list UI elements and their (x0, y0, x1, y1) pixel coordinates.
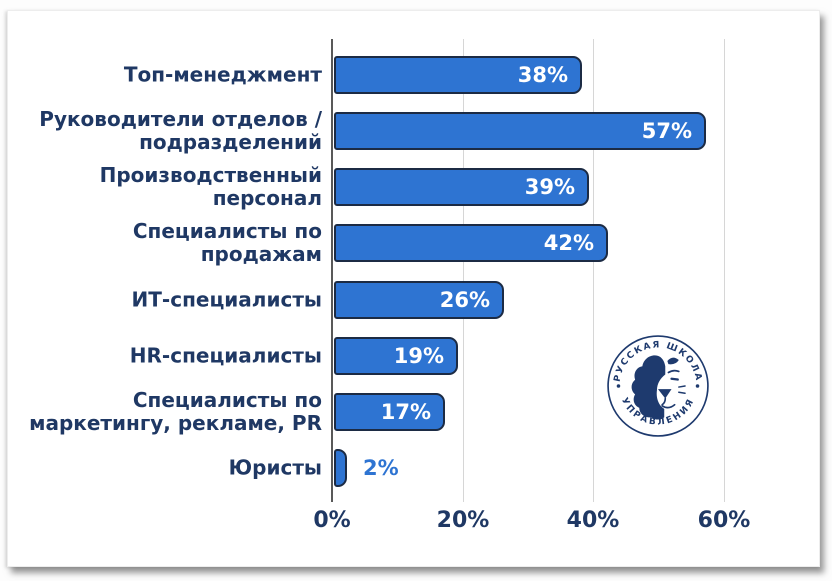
bar: 57% (334, 112, 706, 150)
bar-value-label: 17% (380, 400, 431, 424)
bar-value-label: 26% (439, 288, 490, 312)
y-axis-line (331, 39, 333, 502)
chart-row: Юристы 2% (8, 449, 819, 487)
bar: 38% (334, 56, 582, 94)
x-tick-label-40: 40% (566, 508, 620, 533)
logo-ring (607, 335, 709, 437)
russian-school-of-management-logo: РУССКАЯ ШКОЛА УПРАВЛЕНИЯ (607, 335, 709, 437)
x-tick-label-60: 60% (697, 508, 751, 533)
x-tick-label-20: 20% (436, 508, 490, 533)
bar: 2% (334, 449, 399, 487)
category-label: Специалисты по продажам (132, 219, 322, 266)
category-label: ИТ-специалисты (131, 287, 322, 312)
bar: 42% (334, 224, 608, 262)
chart-row: Руководители отделов / подразделений 57% (8, 108, 819, 154)
bar: 26% (334, 281, 504, 319)
category-label: HR-специалисты (129, 343, 322, 368)
category-label: Специалисты по маркетингу, рекламе, PR (29, 388, 322, 435)
category-label: Юристы (228, 455, 322, 480)
chart-card: Топ-менеджмент 38% Руководители отделов … (7, 10, 820, 567)
category-label: Производственный персонал (99, 163, 322, 210)
gridline-40pct (593, 39, 594, 502)
category-label: Топ-менеджмент (123, 62, 322, 87)
gridline-20pct (463, 39, 464, 502)
bar-value-label: 39% (524, 175, 575, 199)
chart-row: Специалисты по продажам 42% (8, 220, 819, 266)
chart-row: Специалисты по маркетингу, рекламе, PR 1… (8, 389, 819, 435)
bar: 39% (334, 168, 589, 206)
bar-value-label: 57% (641, 119, 692, 143)
chart-row: Производственный персонал 39% (8, 164, 819, 210)
bar: 17% (334, 393, 445, 431)
category-label: Руководители отделов / подразделений (39, 107, 322, 154)
lion-icon (631, 355, 686, 420)
logo-dot-right (695, 384, 700, 388)
logo-dot-left (616, 384, 621, 388)
bar-value-label: 38% (517, 63, 568, 87)
chart-row: ИТ-специалисты 26% (8, 281, 819, 319)
bar-value-label: 19% (393, 344, 444, 368)
bar-value-label: 42% (543, 231, 594, 255)
bar: 19% (334, 337, 458, 375)
gridline-60pct (724, 39, 725, 502)
chart-row: Топ-менеджмент 38% (8, 56, 819, 94)
x-tick-label-0: 0% (313, 508, 351, 533)
bar-value-label: 2% (363, 456, 399, 480)
chart-row: HR-специалисты 19% (8, 337, 819, 375)
